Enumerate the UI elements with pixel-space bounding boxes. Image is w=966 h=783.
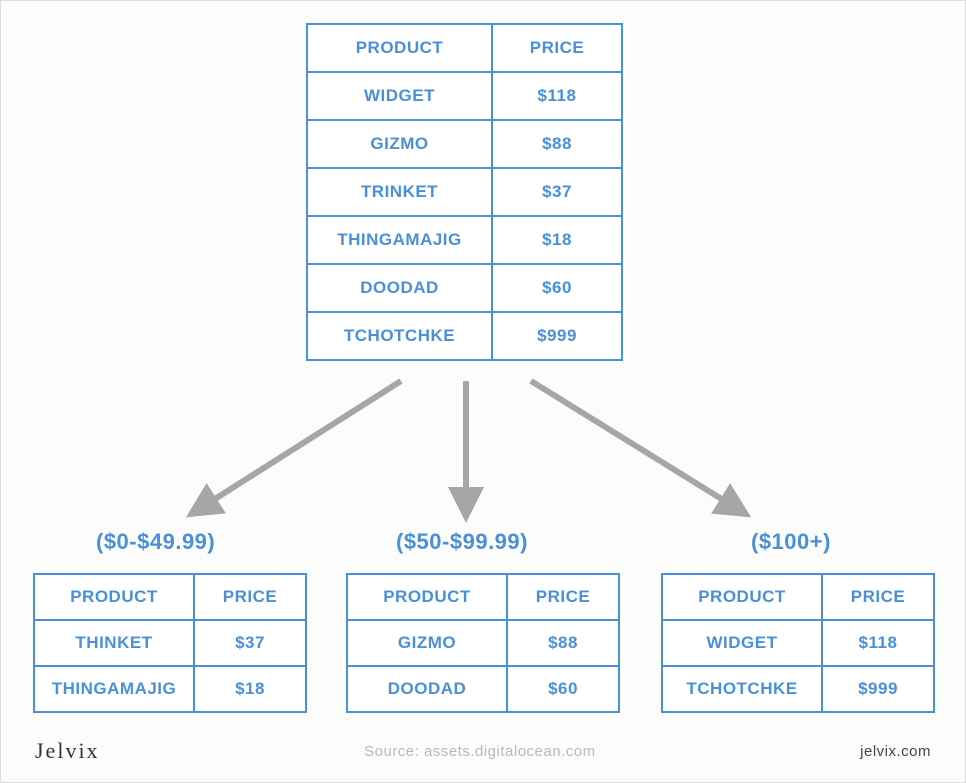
cell-price: $88 [492, 120, 622, 168]
header-price: PRICE [194, 574, 306, 620]
cell-product: THINGAMAJIG [307, 216, 492, 264]
main-product-table: PRODUCT PRICE WIDGET $118 GIZMO $88 TRIN… [306, 23, 623, 361]
cell-price: $37 [492, 168, 622, 216]
cell-product: DOODAD [307, 264, 492, 312]
cell-price: $18 [194, 666, 306, 712]
cell-price: $60 [507, 666, 619, 712]
diagram-container: PRODUCT PRICE WIDGET $118 GIZMO $88 TRIN… [1, 1, 965, 731]
header-price: PRICE [492, 24, 622, 72]
header-product: PRODUCT [34, 574, 194, 620]
bucket-table-high: PRODUCT PRICE WIDGET $118 TCHOTCHKE $999 [661, 573, 935, 713]
arrow-left [196, 381, 401, 511]
header-price: PRICE [822, 574, 934, 620]
table-header-row: PRODUCT PRICE [347, 574, 619, 620]
source-attribution: Source: assets.digitalocean.com [364, 743, 595, 760]
cell-price: $60 [492, 264, 622, 312]
header-product: PRODUCT [662, 574, 822, 620]
cell-product: TCHOTCHKE [307, 312, 492, 360]
cell-product: WIDGET [307, 72, 492, 120]
table-row: WIDGET $118 [307, 72, 622, 120]
table-row: TCHOTCHKE $999 [307, 312, 622, 360]
cell-product: THINGAMAJIG [34, 666, 194, 712]
table-row: THINGAMAJIG $18 [307, 216, 622, 264]
table-row: TRINKET $37 [307, 168, 622, 216]
bucket-label-mid: ($50-$99.99) [396, 529, 528, 555]
cell-product: TCHOTCHKE [662, 666, 822, 712]
cell-product: WIDGET [662, 620, 822, 666]
bucket-table-low: PRODUCT PRICE THINKET $37 THINGAMAJIG $1… [33, 573, 307, 713]
footer: Jelvix Source: assets.digitalocean.com j… [1, 730, 965, 782]
cell-price: $88 [507, 620, 619, 666]
header-price: PRICE [507, 574, 619, 620]
site-link: jelvix.com [860, 743, 931, 760]
table-row: DOODAD $60 [307, 264, 622, 312]
header-product: PRODUCT [347, 574, 507, 620]
table-header-row: PRODUCT PRICE [662, 574, 934, 620]
header-product: PRODUCT [307, 24, 492, 72]
bucket-label-low: ($0-$49.99) [96, 529, 215, 555]
table-header-row: PRODUCT PRICE [34, 574, 306, 620]
brand-logo: Jelvix [35, 738, 100, 764]
cell-product: GIZMO [347, 620, 507, 666]
table-row: GIZMO $88 [307, 120, 622, 168]
cell-product: THINKET [34, 620, 194, 666]
table-row: DOODAD $60 [347, 666, 619, 712]
cell-price: $118 [492, 72, 622, 120]
table-row: GIZMO $88 [347, 620, 619, 666]
cell-price: $999 [492, 312, 622, 360]
cell-price: $118 [822, 620, 934, 666]
table-row: THINKET $37 [34, 620, 306, 666]
table-row: WIDGET $118 [662, 620, 934, 666]
table-header-row: PRODUCT PRICE [307, 24, 622, 72]
table-row: THINGAMAJIG $18 [34, 666, 306, 712]
cell-product: TRINKET [307, 168, 492, 216]
bucket-label-high: ($100+) [751, 529, 831, 555]
table-row: TCHOTCHKE $999 [662, 666, 934, 712]
cell-product: GIZMO [307, 120, 492, 168]
bucket-table-mid: PRODUCT PRICE GIZMO $88 DOODAD $60 [346, 573, 620, 713]
cell-price: $37 [194, 620, 306, 666]
cell-product: DOODAD [347, 666, 507, 712]
cell-price: $18 [492, 216, 622, 264]
cell-price: $999 [822, 666, 934, 712]
arrow-right [531, 381, 741, 511]
